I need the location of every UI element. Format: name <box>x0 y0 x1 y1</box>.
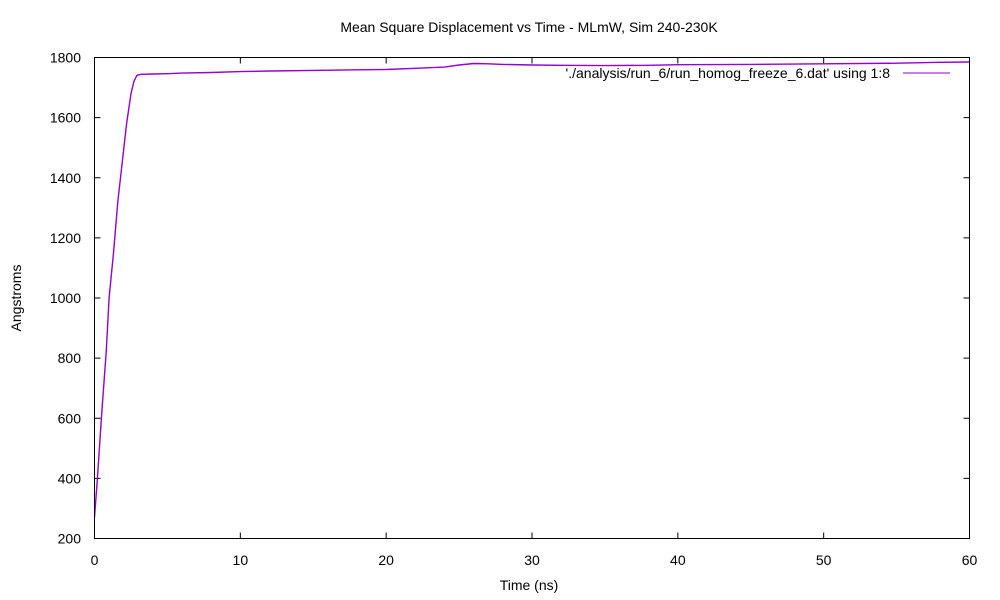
y-tick-label: 1800 <box>50 50 81 66</box>
y-axis-label: Angstroms <box>8 265 24 332</box>
y-tick-label: 1400 <box>50 170 81 186</box>
x-tick-label: 40 <box>670 552 686 568</box>
series-layer <box>93 61 970 518</box>
y-tick-label: 800 <box>58 350 82 366</box>
legend: './analysis/run_6/run_homog_freeze_6.dat… <box>566 65 950 81</box>
x-tick-label: 60 <box>962 552 978 568</box>
y-tick-label: 200 <box>58 531 82 547</box>
series-line <box>93 61 970 518</box>
chart-title: Mean Square Displacement vs Time - MLmW,… <box>340 19 718 35</box>
plot-area-frame <box>94 57 970 539</box>
axis-ticks: 0 10 20 30 40 50 60 200 400 600 800 1000 1200 1400 160… <box>50 50 978 569</box>
y-tick-label: 1200 <box>50 230 81 246</box>
x-tick-label: 50 <box>816 552 832 568</box>
legend-label: './analysis/run_6/run_homog_freeze_6.dat… <box>566 65 891 81</box>
y-tick-label: 600 <box>58 410 82 426</box>
x-axis-label: Time (ns) <box>500 577 559 593</box>
y-tick-label: 400 <box>58 470 82 486</box>
x-tick-label: 30 <box>524 552 540 568</box>
y-tick-label: 1000 <box>50 290 81 306</box>
x-tick-label: 0 <box>91 552 99 568</box>
y-tick-label: 1600 <box>50 110 81 126</box>
x-tick-label: 10 <box>233 552 249 568</box>
x-tick-label: 20 <box>378 552 394 568</box>
